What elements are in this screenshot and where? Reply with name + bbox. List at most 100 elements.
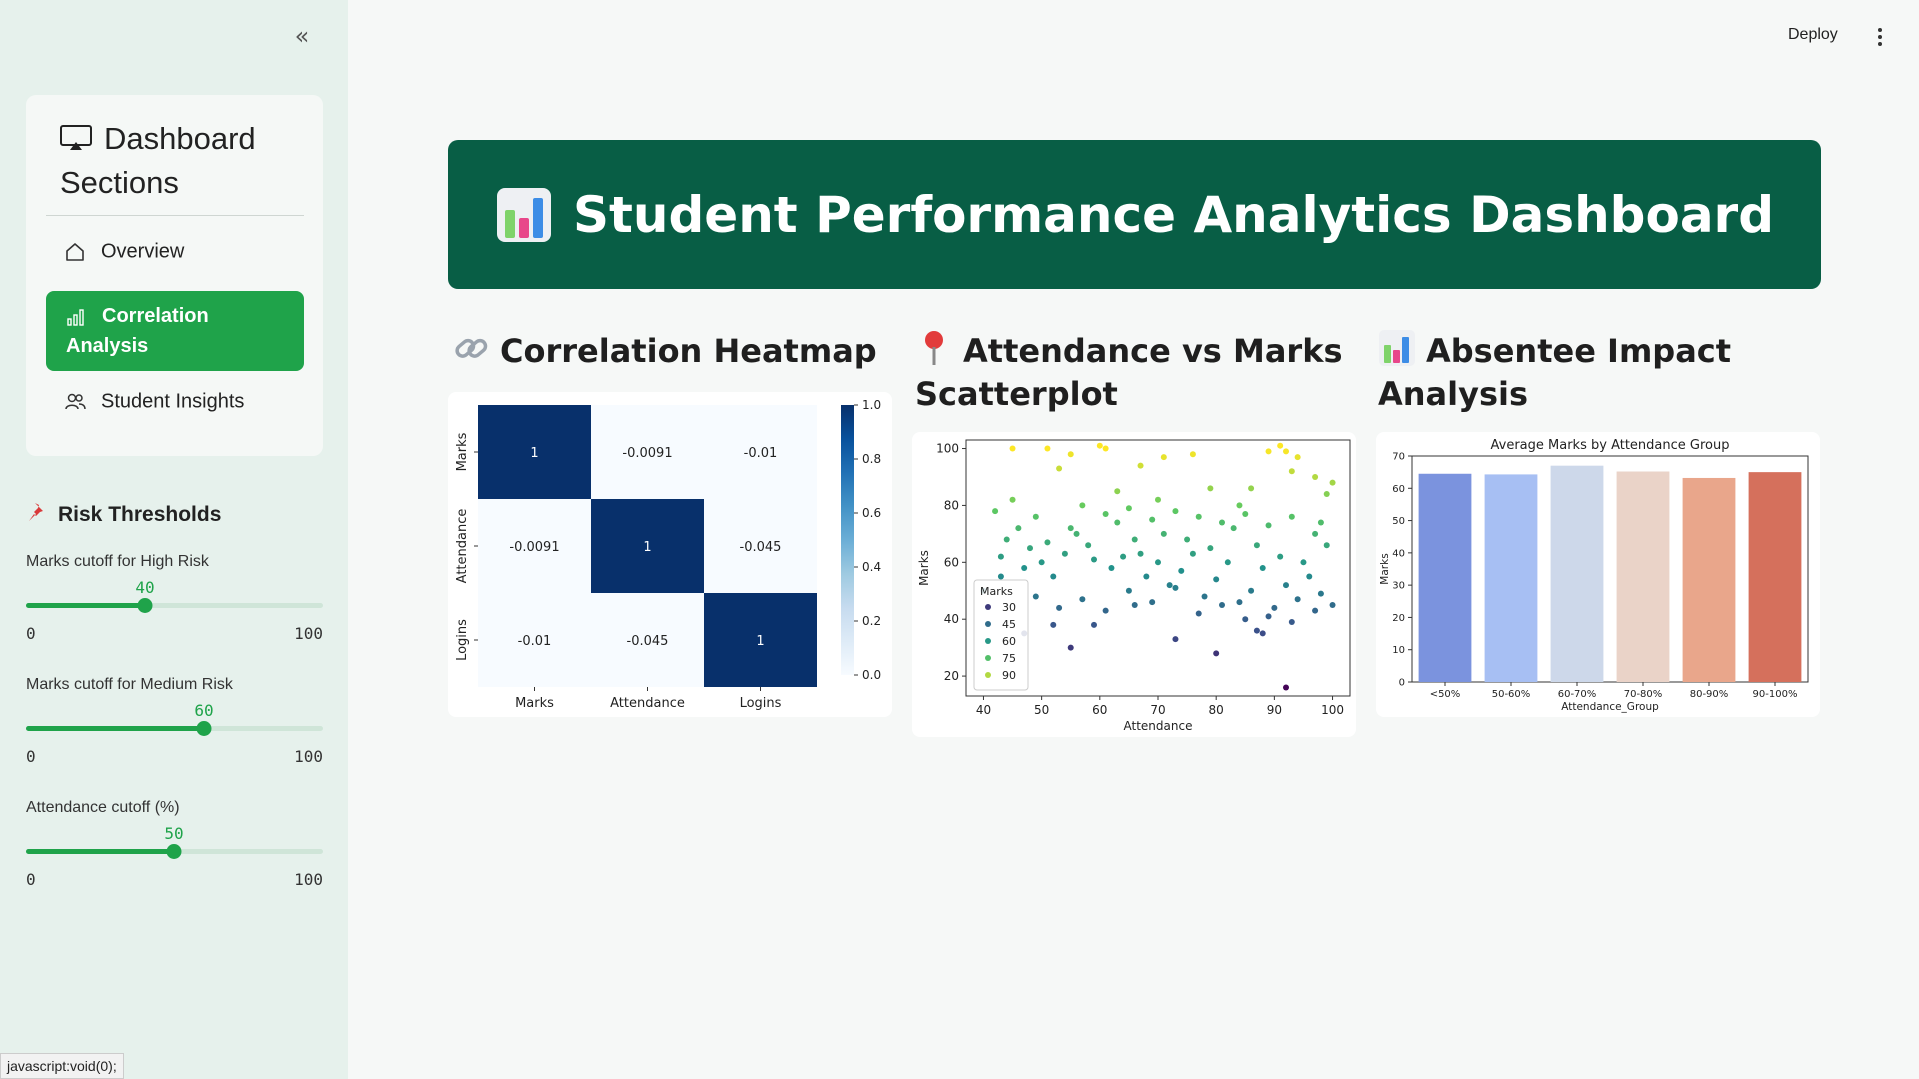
scatter-y-label: Marks xyxy=(917,550,931,586)
scatter-point xyxy=(1067,525,1074,532)
slider-max: 100 xyxy=(294,624,323,643)
bar xyxy=(1616,471,1670,682)
scatter-point xyxy=(1288,619,1295,626)
scatter-point xyxy=(1224,559,1231,566)
attendance-marks-scatterplot: 40 50 60 70 80 90 100 20 40 60 80 100 Attendance Mark… xyxy=(917,439,1351,733)
scatter-point xyxy=(1172,636,1179,643)
scatter-point xyxy=(1061,550,1068,557)
nav-item-student-insights[interactable]: Student Insights xyxy=(46,380,304,424)
scatter-point xyxy=(1143,573,1150,580)
slider-label: Attendance cutoff (%) xyxy=(26,799,180,816)
bar-y-tick-label: 10 xyxy=(1392,645,1405,656)
scatter-point xyxy=(1091,621,1097,628)
slider-thumb[interactable] xyxy=(137,598,153,613)
scatter-point xyxy=(1131,601,1138,608)
slider-track[interactable] xyxy=(26,844,323,859)
slider-thumb[interactable] xyxy=(196,721,212,736)
scatter-point xyxy=(992,508,999,515)
slider-thumb[interactable] xyxy=(166,844,182,859)
heatmap-section-title: Correlation Heatmap xyxy=(452,329,892,373)
scatter-x-tick-label: 40 xyxy=(976,703,991,717)
scatter-point xyxy=(1271,604,1278,611)
scatter-point xyxy=(1248,587,1255,594)
bar xyxy=(1418,473,1472,682)
bar xyxy=(1484,474,1538,682)
scatter-y-tick-label: 80 xyxy=(944,498,959,512)
scatter-point xyxy=(1253,627,1260,634)
scatter-legend-label: 60 xyxy=(1002,635,1016,648)
slider-max: 100 xyxy=(294,747,323,766)
scatter-section-title: Attendance vs Marks Scatterplot xyxy=(915,329,1355,416)
heatmap-cell-label: 1 xyxy=(643,540,651,555)
bar-plot-area xyxy=(1411,455,1809,683)
scatter-point xyxy=(1189,451,1196,458)
scatter-point xyxy=(1155,496,1161,503)
scatter-legend-marker xyxy=(985,655,991,661)
deploy-button[interactable]: Deploy xyxy=(1788,26,1838,43)
scatter-point xyxy=(1306,573,1313,580)
scatter-point xyxy=(1172,584,1179,591)
scatter-point xyxy=(1242,510,1249,517)
bar-chart-icon xyxy=(67,309,84,326)
heatmap-cell xyxy=(591,499,704,593)
slider-label: Marks cutoff for Medium Risk xyxy=(26,676,233,693)
heatmap-cell-label: -0.045 xyxy=(740,540,782,555)
high-risk-slider: Marks cutoff for High Risk 40 0 100 xyxy=(26,553,323,663)
nav-item-label: Overview xyxy=(101,240,185,263)
slider-fill xyxy=(26,849,174,854)
scatter-point xyxy=(1003,536,1010,543)
bar-chart-emoji-icon xyxy=(1379,330,1415,366)
scatter-point xyxy=(1219,601,1225,608)
scatter-point xyxy=(1172,508,1179,515)
slider-fill xyxy=(26,726,204,731)
collapse-sidebar-button[interactable]: « xyxy=(294,22,310,50)
medium-risk-slider: Marks cutoff for Medium Risk 60 0 100 xyxy=(26,676,323,786)
nav-item-overview[interactable]: Overview xyxy=(46,230,304,274)
heatmap-cell-label: 1 xyxy=(530,446,538,461)
map-pin-icon xyxy=(925,331,943,365)
slider-label: Marks cutoff for High Risk xyxy=(26,553,209,570)
scatter-point xyxy=(1265,448,1272,455)
scatter-point xyxy=(1009,496,1016,503)
heatmap-cell xyxy=(478,405,591,499)
heatmap-cell-label: -0.0091 xyxy=(622,446,672,461)
nav-item-label: Correlation Analysis xyxy=(66,305,209,357)
heatmap-cell xyxy=(478,499,591,593)
scatter-point xyxy=(1050,573,1057,580)
attendance-group-bar-chart: Average Marks by Attendance Group <50% 50-… xyxy=(1379,438,1809,713)
nav-item-label: Student Insights xyxy=(101,390,245,413)
bar-y-tick-label: 40 xyxy=(1392,548,1405,559)
heatmap-cell xyxy=(704,499,817,593)
scatter-x-tick-label: 70 xyxy=(1150,703,1165,717)
scatter-point xyxy=(1120,553,1127,560)
colorbar-tick-label: 0.2 xyxy=(862,614,881,628)
scatter-point xyxy=(1288,468,1295,475)
scatter-point xyxy=(997,553,1004,560)
scatter-point xyxy=(1259,630,1266,637)
scatter-point xyxy=(1102,607,1109,614)
nav-title-text: Dashboard Sections xyxy=(60,121,256,200)
slider-max: 100 xyxy=(294,870,323,889)
slider-value: 40 xyxy=(135,578,155,597)
scatter-point xyxy=(1265,522,1272,529)
kebab-menu-icon[interactable] xyxy=(1870,26,1890,48)
scatter-point xyxy=(1323,542,1330,549)
scatter-point xyxy=(1277,553,1284,560)
risk-thresholds-label: Risk Thresholds xyxy=(58,503,222,526)
scatter-point xyxy=(1213,576,1220,583)
scatter-point xyxy=(1300,559,1307,566)
nav-item-correlation-analysis[interactable]: Correlation Analysis xyxy=(46,291,304,371)
scatter-point xyxy=(1189,550,1196,557)
bar xyxy=(1682,477,1736,682)
scatter-point xyxy=(1283,448,1289,455)
scatter-point xyxy=(1184,536,1191,543)
attendance-cutoff-slider: Attendance cutoff (%) 50 0 100 xyxy=(26,799,323,909)
users-icon xyxy=(65,393,86,410)
slider-track[interactable] xyxy=(26,721,323,736)
bar-chart-title: Average Marks by Attendance Group xyxy=(1491,438,1730,453)
scatter-point xyxy=(1283,582,1289,589)
slider-track[interactable] xyxy=(26,598,323,613)
scatter-point xyxy=(1102,510,1109,517)
bar-x-tick-label: <50% xyxy=(1430,689,1461,700)
scatter-point xyxy=(1259,565,1266,571)
